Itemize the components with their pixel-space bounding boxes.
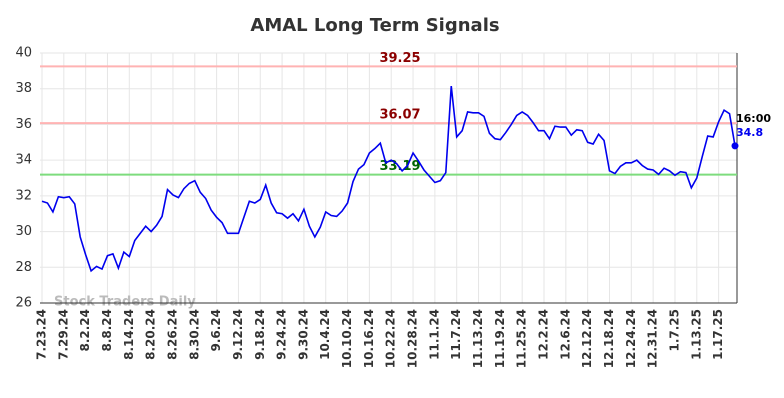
x-tick-label: 9.30.24	[296, 309, 310, 360]
price-line	[41, 85, 736, 273]
signal-label: 33.19	[379, 159, 420, 174]
x-tick-label: 10.4.24	[318, 309, 332, 360]
last-point	[731, 142, 739, 150]
y-tick-label: 38	[15, 81, 32, 96]
x-tick-label: 7.23.24	[35, 309, 49, 360]
signal-label: 39.25	[379, 51, 420, 66]
y-tick-label: 26	[15, 296, 32, 311]
x-tick-label: 9.24.24	[275, 309, 289, 360]
x-tick-label: 12.18.24	[602, 309, 616, 368]
x-tick-label: 11.19.24	[493, 309, 507, 368]
x-tick-label: 10.28.24	[406, 309, 420, 368]
y-tick-label: 32	[15, 188, 32, 203]
x-tick-label: 12.12.24	[580, 309, 594, 368]
y-tick-label: 28	[15, 260, 32, 275]
x-tick-label: 10.22.24	[384, 309, 398, 368]
x-tick-label: 1.7.25	[667, 309, 681, 352]
last-time: 16:00	[736, 112, 771, 125]
x-tick-label: 12.24.24	[624, 309, 638, 368]
x-tick-label: 8.8.24	[100, 309, 114, 352]
x-tick-label: 11.25.24	[515, 309, 529, 368]
x-tick-label: 10.10.24	[340, 309, 354, 368]
x-tick-label: 9.12.24	[231, 309, 245, 360]
x-tick-label: 8.20.24	[144, 309, 158, 360]
y-tick-label: 30	[15, 224, 32, 239]
x-tick-label: 7.29.24	[56, 309, 70, 360]
x-tick-label: 8.30.24	[187, 309, 201, 360]
x-tick-label: 11.13.24	[471, 309, 485, 368]
x-tick-label: 1.17.25	[711, 309, 725, 360]
x-tick-label: 9.6.24	[209, 309, 223, 352]
chart-title: AMAL Long Term Signals	[250, 15, 499, 36]
x-tick-label: 10.16.24	[362, 309, 376, 368]
x-tick-label: 9.18.24	[253, 309, 267, 360]
x-tick-label: 1.13.25	[689, 309, 703, 360]
x-tick-label: 8.26.24	[165, 309, 179, 360]
x-tick-label: 11.7.24	[449, 309, 463, 360]
x-tick-label: 8.14.24	[122, 309, 136, 360]
x-tick-label: 8.2.24	[78, 309, 92, 352]
x-tick-label: 12.6.24	[558, 309, 572, 360]
last-value: 34.8	[736, 126, 763, 139]
signal-label: 36.07	[379, 108, 420, 123]
y-tick-label: 34	[15, 153, 32, 168]
y-tick-label: 40	[15, 46, 32, 61]
watermark: Stock Traders Daily	[54, 295, 196, 310]
x-tick-label: 12.2.24	[537, 309, 551, 360]
x-tick-label: 11.1.24	[427, 309, 441, 360]
y-tick-label: 36	[15, 117, 32, 132]
x-tick-label: 12.31.24	[646, 309, 660, 368]
